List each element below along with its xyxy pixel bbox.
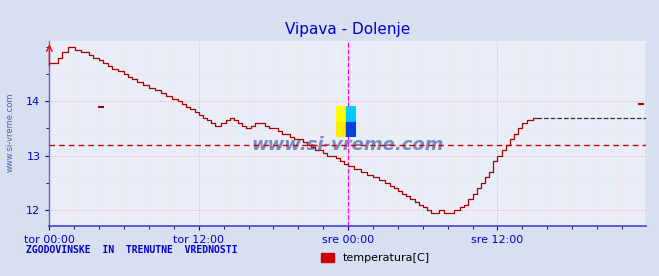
Bar — [336, 121, 346, 137]
Bar — [336, 106, 346, 121]
Text: www.si-vreme.com: www.si-vreme.com — [251, 136, 444, 154]
Text: www.si-vreme.com: www.si-vreme.com — [5, 93, 14, 172]
Bar — [346, 121, 356, 137]
Bar — [346, 106, 356, 121]
Title: Vipava - Dolenje: Vipava - Dolenje — [285, 22, 411, 38]
Legend: temperatura[C]: temperatura[C] — [316, 248, 435, 268]
Text: ZGODOVINSKE  IN  TRENUTNE  VREDNOSTI: ZGODOVINSKE IN TRENUTNE VREDNOSTI — [26, 245, 238, 254]
